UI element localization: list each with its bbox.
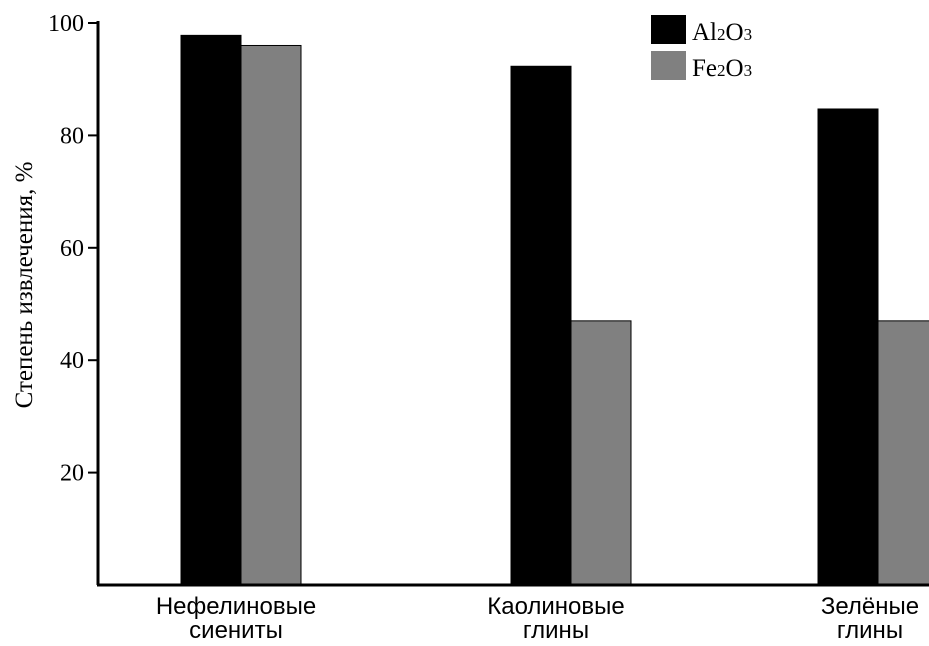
bar-fe2o3-0 (240, 44, 302, 586)
bars-group (180, 34, 929, 586)
y-tick-label: 80 (60, 123, 84, 149)
y-tick-label: 100 (48, 11, 84, 37)
bar-al2o3-1 (510, 65, 572, 586)
bar-fe2o3-1 (570, 320, 632, 586)
bar-fe2o3-2 (877, 320, 929, 586)
y-tick-label: 20 (60, 461, 84, 487)
x-category-label: глины (837, 617, 903, 644)
legend-label-al2o3: Al2O3 (692, 19, 752, 46)
legend-label-fe2o3: Fe2O3 (692, 55, 752, 82)
x-category-label: Зелёные (821, 593, 919, 620)
x-category-label: глины (523, 617, 589, 644)
bar-al2o3-0 (180, 34, 242, 586)
legend-swatch-al2o3 (651, 15, 686, 44)
legend: Al2O3 Fe2O3 (651, 15, 752, 82)
x-category-label: Каолиновые (487, 593, 625, 620)
y-axis-label: Степень извлечения, % (11, 162, 38, 409)
x-category-label: Нефелиновые (156, 593, 316, 620)
x-category-label: сиениты (189, 617, 283, 644)
x-axis: НефелиновыесиенитыКаолиновыеглиныЗелёные… (97, 583, 929, 644)
y-tick-label: 40 (60, 348, 84, 374)
bar-al2o3-2 (817, 108, 879, 586)
legend-swatch-fe2o3 (651, 51, 686, 80)
y-axis: 20 40 60 80 100 (48, 11, 100, 585)
y-tick-label: 60 (60, 236, 84, 262)
